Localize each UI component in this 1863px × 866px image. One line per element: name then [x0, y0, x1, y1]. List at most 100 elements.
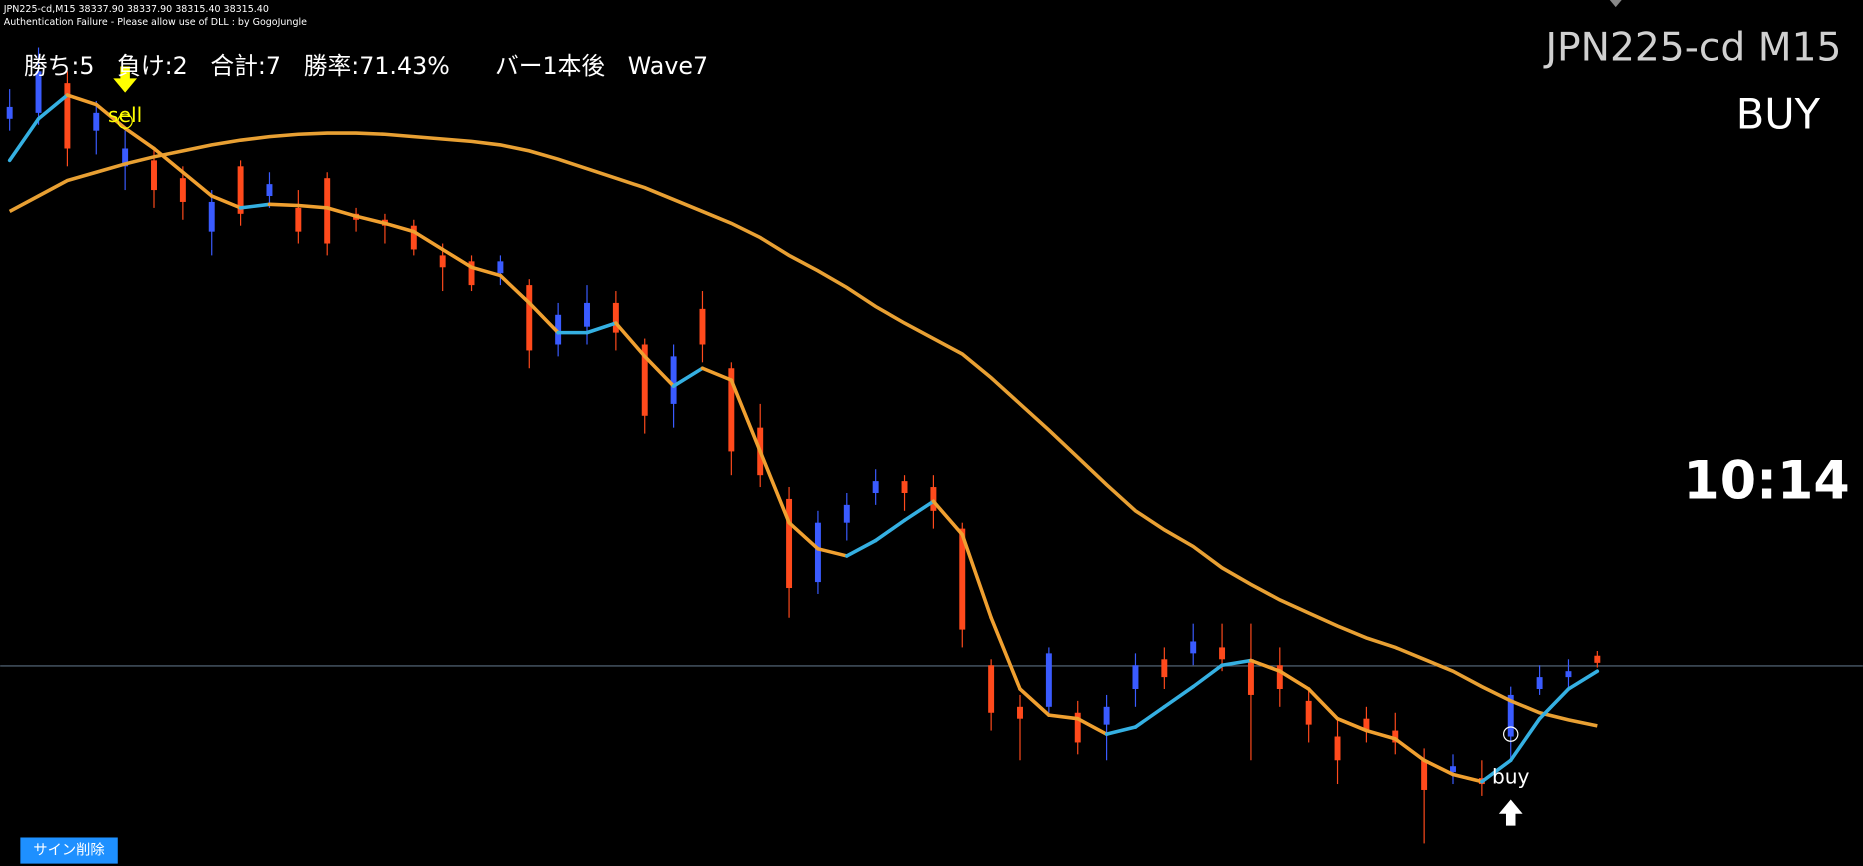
fast-ma-segment — [1191, 663, 1224, 689]
candle-body — [35, 71, 42, 113]
fast-ma-segment — [787, 520, 820, 551]
symbol: JPN225-cd M15 — [1542, 25, 1841, 70]
candle-body — [930, 487, 937, 511]
candle-body — [324, 178, 331, 244]
fast-ma-segment — [1335, 716, 1369, 733]
plot: sell buy — [0, 47, 1863, 844]
fast-ma-segment — [65, 93, 99, 107]
fast-ma-segment — [1133, 705, 1167, 729]
button-bg[interactable] — [20, 837, 118, 864]
signal-text: BUY — [1736, 90, 1821, 139]
fast-ma-segment — [585, 321, 618, 335]
candle-body — [1450, 766, 1456, 773]
candle-body — [843, 504, 850, 523]
fast-ma-segment — [36, 93, 70, 121]
fast-ma-segment — [296, 203, 329, 210]
fast-ma-segment — [123, 126, 156, 151]
fast-ma-segment — [845, 538, 878, 558]
candle-body — [699, 308, 706, 345]
candle-body — [1190, 641, 1197, 654]
fast-ma-segment — [614, 321, 647, 359]
candle-body — [1017, 706, 1023, 719]
fast-ma-segment — [1104, 725, 1138, 736]
fast-ma-segment — [1249, 658, 1282, 673]
candle-body — [612, 302, 619, 333]
fast-ma-segment — [960, 532, 993, 620]
candle-body — [1421, 760, 1428, 790]
signal-arrow — [113, 66, 138, 93]
candle-body — [1276, 665, 1283, 689]
candle-body — [1334, 736, 1341, 761]
candle-body — [872, 481, 879, 493]
candle-body — [1247, 659, 1254, 695]
timer: 10:14 — [1683, 451, 1849, 512]
fast-ma-segment — [1480, 758, 1513, 784]
fast-ma-segment — [440, 247, 474, 270]
fast-ma-segment — [181, 170, 214, 198]
fast-ma-segment — [1306, 687, 1340, 721]
fast-ma-segment — [325, 206, 358, 218]
fast-ma-segment — [1220, 658, 1253, 668]
candle-body — [1392, 730, 1399, 743]
candle-body — [1565, 671, 1572, 678]
signal-arrow — [1498, 799, 1523, 826]
candle-body — [179, 178, 186, 202]
candle-body — [670, 356, 677, 404]
candle-body — [122, 148, 129, 167]
candle-body — [786, 498, 793, 589]
header-symbol: JPN225-cd,M15 38337.90 38337.90 38315.40… — [3, 4, 269, 15]
candle-body — [1074, 712, 1081, 743]
clear-button[interactable]: サイン削除 — [20, 837, 118, 864]
candle-body — [266, 184, 273, 197]
fast-ma-segment — [1566, 669, 1600, 691]
fast-ma-segment — [816, 547, 849, 558]
fast-ma-segment — [873, 518, 907, 543]
candle-body — [208, 201, 215, 232]
header-notice: Authentication Failure - Please allow us… — [4, 17, 307, 28]
fast-ma-segment — [152, 146, 185, 175]
fast-ma-segment — [989, 615, 1022, 691]
fast-ma-segment — [758, 449, 791, 525]
candle-body — [237, 166, 244, 214]
shift-marker — [1609, 0, 1622, 8]
candle-body — [1161, 659, 1168, 678]
fast-ma-segment — [209, 194, 243, 210]
fast-ma-segment — [1047, 713, 1080, 721]
fast-ma-segment — [498, 273, 532, 305]
fast-ma-segment — [902, 499, 936, 523]
candle-body — [584, 302, 590, 327]
signal-label: sell — [108, 103, 142, 127]
candle-body — [1045, 653, 1052, 707]
candle-body — [151, 160, 157, 191]
fast-ma-segment — [729, 378, 762, 454]
candle-body — [1132, 665, 1139, 689]
candle-body — [728, 368, 735, 452]
candle-body — [6, 106, 13, 119]
button-label[interactable]: サイン削除 — [33, 842, 104, 859]
candle-body — [295, 207, 302, 232]
fast-ma-segment — [1364, 728, 1398, 741]
candle-body — [468, 261, 475, 286]
candle-body — [439, 255, 446, 268]
candle-body — [1219, 647, 1226, 660]
candle-body — [1305, 700, 1312, 725]
stats: 勝ち:5 負け:2 合計:7 勝率:71.43% バー1本後 Wave7 — [24, 52, 708, 80]
fast-ma-segment — [412, 229, 445, 252]
candle-body — [497, 261, 504, 274]
fast-ma-segment — [931, 499, 965, 537]
candle-body — [410, 225, 417, 250]
candle-body — [641, 344, 648, 416]
fast-ma-segment — [238, 202, 272, 210]
candle-body — [988, 665, 995, 713]
fast-ma-segment — [469, 265, 503, 278]
fast-ma-segment — [354, 214, 387, 226]
signal-marker — [117, 113, 133, 129]
fast-ma-segment — [671, 366, 705, 388]
candle-body — [64, 83, 71, 149]
fast-ma-segment — [1537, 687, 1571, 721]
fast-ma-segment — [267, 202, 301, 208]
candle-body — [1507, 694, 1514, 737]
slow-ma — [8, 131, 1598, 728]
